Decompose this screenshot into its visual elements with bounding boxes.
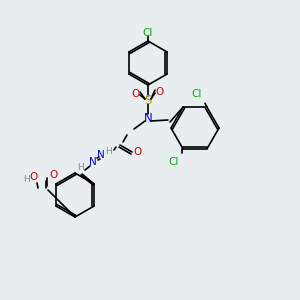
Text: S: S: [144, 94, 152, 106]
Text: N: N: [89, 157, 97, 167]
Text: Cl: Cl: [169, 157, 179, 167]
Text: O: O: [131, 89, 139, 99]
Text: O: O: [49, 170, 57, 180]
Text: O: O: [156, 87, 164, 97]
Text: H: H: [76, 164, 83, 172]
Text: Cl: Cl: [143, 28, 153, 38]
Text: H: H: [105, 148, 111, 157]
Text: N: N: [97, 150, 105, 160]
Text: H: H: [24, 176, 30, 184]
Text: N: N: [144, 112, 152, 124]
Text: O: O: [30, 172, 38, 182]
Text: Cl: Cl: [192, 89, 202, 99]
Text: O: O: [134, 147, 142, 157]
